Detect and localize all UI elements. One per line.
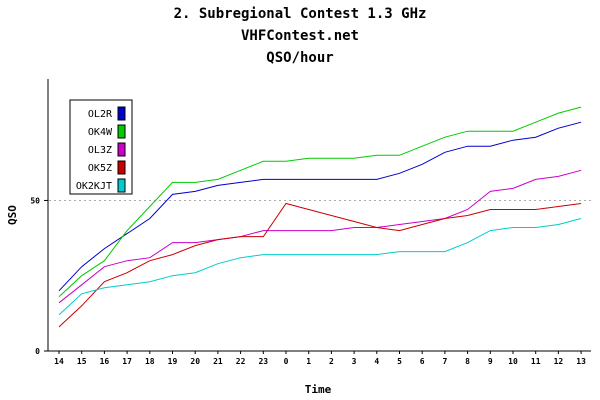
legend-swatch xyxy=(117,124,126,139)
legend-label: OK2KJT xyxy=(76,181,112,192)
x-tick-label: 18 xyxy=(145,357,155,366)
legend-swatch xyxy=(117,106,126,121)
chart-title: 2. Subregional Contest 1.3 GHz xyxy=(174,6,427,22)
y-tick-label: 50 xyxy=(30,196,40,205)
legend: OL2R OK4W OL3Z OK5Z OK2KJT xyxy=(69,99,133,195)
series-line-ok4w xyxy=(58,106,582,298)
x-tick-label: 17 xyxy=(122,357,132,366)
x-tick-label: 12 xyxy=(554,357,564,366)
x-tick-label: 2 xyxy=(329,357,334,366)
legend-swatch xyxy=(117,178,126,193)
x-tick-label: 16 xyxy=(100,357,110,366)
series-line-ol2r xyxy=(58,121,582,292)
legend-label: OL3Z xyxy=(88,145,112,156)
x-tick-label: 9 xyxy=(488,357,493,366)
chart-unit-subtitle: QSO/hour xyxy=(266,50,333,66)
legend-swatch xyxy=(117,142,126,157)
x-tick-label: 4 xyxy=(374,357,379,366)
x-tick-label: 5 xyxy=(397,357,402,366)
y-axis-label: QSO xyxy=(6,205,19,225)
y-tick-label: 0 xyxy=(35,347,40,356)
x-tick-label: 7 xyxy=(442,357,447,366)
legend-label: OK5Z xyxy=(88,163,112,174)
x-tick-label: 22 xyxy=(236,357,246,366)
x-tick-label: 1 xyxy=(306,357,311,366)
x-tick-label: 11 xyxy=(531,357,541,366)
legend-swatch xyxy=(117,160,126,175)
x-tick-label: 15 xyxy=(77,357,87,366)
x-tick-label: 13 xyxy=(576,357,586,366)
series-line-ol3z xyxy=(58,169,582,304)
x-tick-label: 8 xyxy=(465,357,470,366)
plot-area xyxy=(47,79,591,352)
legend-label: OL2R xyxy=(88,109,113,120)
x-tick-label: 0 xyxy=(284,357,289,366)
x-tick-label: 19 xyxy=(168,357,178,366)
x-tick-label: 14 xyxy=(54,357,64,366)
x-tick-label: 6 xyxy=(420,357,425,366)
x-tick-label: 20 xyxy=(190,357,200,366)
x-tick-label: 10 xyxy=(508,357,518,366)
chart-subtitle: VHFContest.net xyxy=(241,28,359,44)
x-tick-label: 21 xyxy=(213,357,223,366)
y-tick-labels: 0 50 xyxy=(30,196,48,356)
series-line-ok2kjt xyxy=(58,218,582,316)
x-tick-label: 3 xyxy=(352,357,357,366)
legend-label: OK4W xyxy=(88,127,113,138)
series-line-ok5z xyxy=(58,202,582,328)
x-tick-label: 23 xyxy=(258,357,268,366)
x-tick-labels: 14 15 16 17 18 19 20 21 22 23 0 1 2 3 4 5 6 7 8 9 10 11 12 13 xyxy=(54,351,586,366)
series-group xyxy=(58,106,582,328)
x-axis-label: Time xyxy=(305,383,332,396)
